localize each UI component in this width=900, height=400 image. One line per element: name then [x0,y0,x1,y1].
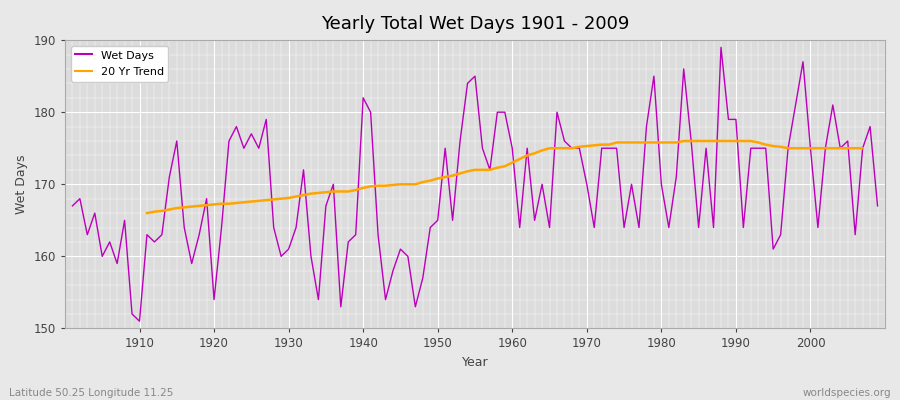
Text: Latitude 50.25 Longitude 11.25: Latitude 50.25 Longitude 11.25 [9,388,174,398]
Legend: Wet Days, 20 Yr Trend: Wet Days, 20 Yr Trend [70,46,168,82]
X-axis label: Year: Year [462,356,489,369]
Text: worldspecies.org: worldspecies.org [803,388,891,398]
Y-axis label: Wet Days: Wet Days [15,154,28,214]
Title: Yearly Total Wet Days 1901 - 2009: Yearly Total Wet Days 1901 - 2009 [320,15,629,33]
